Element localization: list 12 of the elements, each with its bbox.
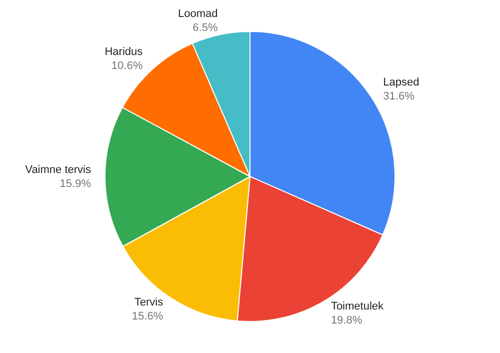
slice-label: Haridus bbox=[104, 46, 144, 58]
data-label: 10.6% bbox=[111, 60, 143, 72]
data-label: 6.5% bbox=[192, 22, 218, 34]
slice-label: Vaimne tervis bbox=[25, 164, 92, 176]
slice-label: Lapsed bbox=[383, 76, 420, 89]
slice-label: Toimetulek bbox=[330, 300, 384, 312]
slice-label: Loomad bbox=[178, 8, 218, 20]
data-label: 15.6% bbox=[132, 310, 164, 323]
data-label: 19.8% bbox=[330, 314, 362, 326]
data-label: 15.9% bbox=[60, 178, 92, 190]
data-label: 31.6% bbox=[383, 90, 415, 103]
slice-label: Tervis bbox=[134, 296, 164, 309]
